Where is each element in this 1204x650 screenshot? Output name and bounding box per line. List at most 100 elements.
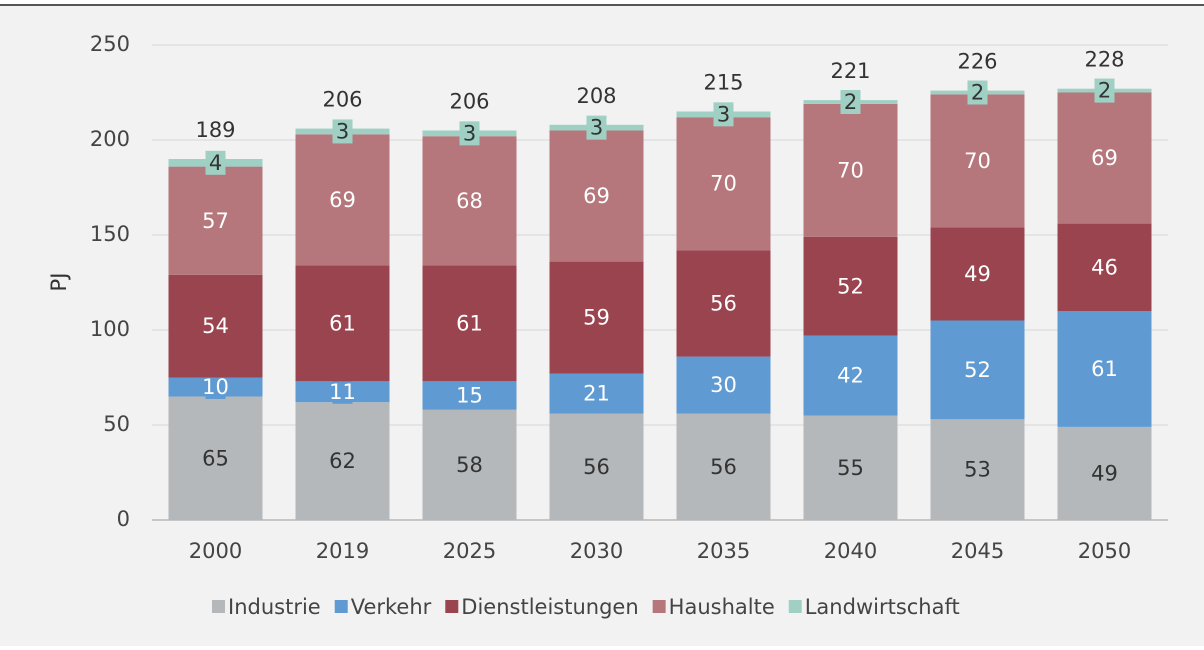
data-label: 70: [964, 149, 991, 173]
total-label: 206: [449, 90, 489, 114]
data-label: 3: [336, 119, 349, 143]
total-label: 221: [830, 59, 870, 83]
data-label: 69: [1091, 146, 1118, 170]
bar-segment: [168, 274, 263, 378]
label-box: [840, 90, 861, 114]
bar-segment: [930, 320, 1025, 420]
data-label: 2: [844, 90, 857, 114]
x-tick-label: 2000: [189, 539, 242, 563]
bar-segment: [803, 236, 898, 336]
data-label: 65: [202, 446, 229, 470]
data-label: 54: [202, 314, 229, 338]
y-tick-label: 50: [103, 412, 130, 436]
data-label: 61: [456, 311, 483, 335]
label-box: [1094, 78, 1115, 103]
data-label: 53: [964, 458, 991, 482]
data-label: 42: [837, 364, 864, 388]
data-label: 56: [710, 291, 737, 315]
data-label: 61: [1091, 357, 1118, 381]
bar-segment: [422, 409, 517, 520]
legend-label: Industrie: [228, 595, 321, 619]
data-label: 62: [329, 449, 356, 473]
label-box: [967, 80, 988, 105]
data-label: 59: [583, 306, 610, 330]
data-label: 70: [837, 158, 864, 182]
data-label: 2: [1098, 79, 1111, 103]
bar-segment: [930, 94, 1025, 228]
data-label: 70: [710, 172, 737, 196]
bar-segment: [549, 373, 644, 414]
label-box: [459, 121, 480, 146]
bar-segment: [422, 381, 517, 410]
bar-segment: [1057, 92, 1152, 224]
y-tick-label: 250: [90, 32, 130, 56]
bar-segment: [549, 261, 644, 374]
y-axis-label: PJ: [47, 273, 71, 292]
bar-segment: [295, 402, 390, 520]
bar-segment: [168, 396, 263, 520]
data-label: 3: [463, 121, 476, 145]
data-label: 56: [710, 455, 737, 479]
label-box: [332, 119, 353, 144]
legend-swatch: [334, 600, 348, 613]
x-tick-label: 2025: [443, 539, 496, 563]
x-tick-label: 2040: [824, 539, 877, 563]
data-label: 2: [971, 81, 984, 105]
x-tick-label: 2035: [697, 539, 750, 563]
legend-label: Verkehr: [351, 595, 432, 619]
x-tick-label: 2045: [951, 539, 1004, 563]
legend-swatch: [212, 600, 225, 613]
label-box: [713, 102, 734, 127]
total-label: 189: [195, 118, 235, 142]
label-box: [205, 150, 226, 175]
bar-segment: [1057, 311, 1152, 427]
legend-label: Dienstleistungen: [461, 595, 638, 619]
bar-segment: [803, 103, 898, 237]
bar-segment: [1057, 426, 1152, 520]
bar-segment: [930, 419, 1025, 520]
total-label: 228: [1084, 48, 1124, 72]
data-label: 15: [456, 384, 483, 408]
bar-segment: [1057, 223, 1152, 311]
label-box: [332, 379, 353, 404]
data-label: 58: [456, 453, 483, 477]
bar-segment: [549, 130, 644, 262]
bar-segment: [422, 265, 517, 382]
bar-segment: [422, 136, 517, 266]
bar-segment: [549, 413, 644, 520]
data-label: 69: [329, 188, 356, 212]
data-label: 52: [964, 358, 991, 382]
bar-segment: [168, 166, 263, 275]
data-label: 46: [1091, 255, 1118, 279]
data-label: 10: [202, 375, 229, 399]
bar-segment: [295, 134, 390, 266]
total-label: 226: [957, 50, 997, 74]
legend-swatch: [788, 600, 802, 613]
data-label: 21: [583, 382, 610, 406]
legend-swatch: [652, 600, 666, 613]
data-label: 3: [590, 116, 603, 140]
data-label: 69: [583, 184, 610, 208]
data-label: 11: [329, 380, 356, 404]
x-tick-label: 2019: [316, 539, 369, 563]
x-tick-label: 2050: [1078, 539, 1131, 563]
x-tick-label: 2030: [570, 539, 623, 563]
y-tick-label: 100: [90, 317, 130, 341]
data-label: 30: [710, 373, 737, 397]
total-label: 215: [703, 71, 743, 95]
label-box: [205, 375, 226, 399]
total-label: 208: [576, 84, 616, 108]
bar-segment: [676, 250, 771, 357]
bar-segment: [676, 117, 771, 251]
data-label: 68: [456, 189, 483, 213]
y-tick-label: 150: [90, 222, 130, 246]
bar-segment: [803, 335, 898, 416]
data-label: 4: [209, 151, 222, 175]
legend-label: Landwirtschaft: [805, 595, 960, 619]
total-label: 206: [322, 88, 362, 112]
data-label: 49: [964, 262, 991, 286]
y-tick-label: 200: [90, 127, 130, 151]
y-tick-label: 0: [117, 507, 130, 531]
bar-segment: [676, 413, 771, 520]
data-label: 55: [837, 456, 864, 480]
